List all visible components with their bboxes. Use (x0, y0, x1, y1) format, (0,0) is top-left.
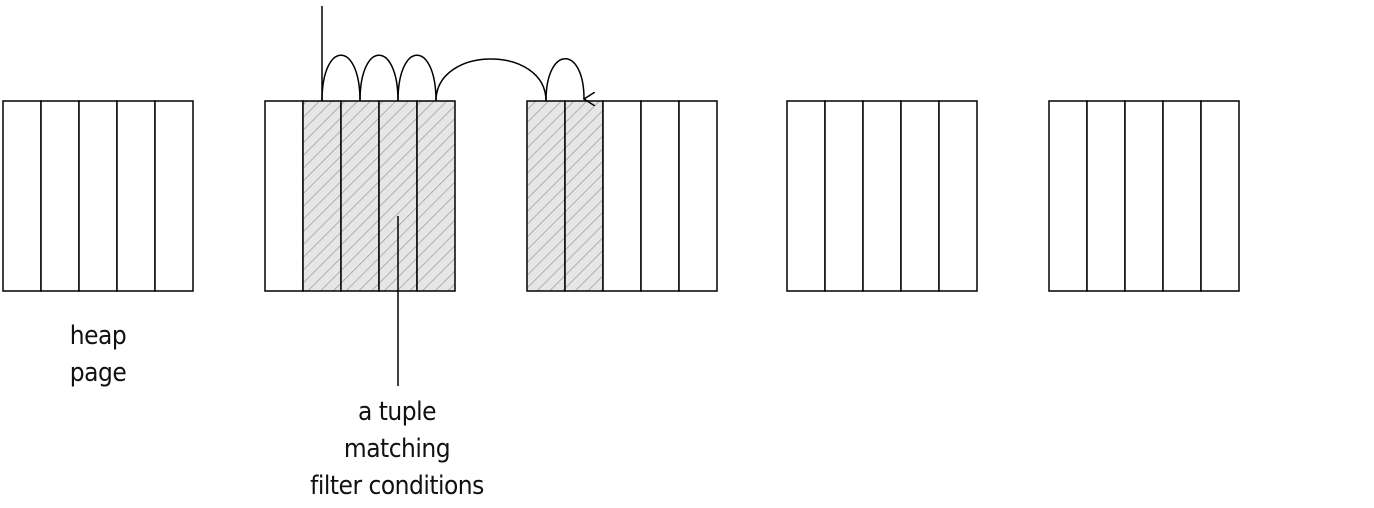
heap-page-label-line-1: heap (69, 321, 127, 351)
tuple-cell (1162, 100, 1202, 292)
tuple-cell (40, 100, 80, 292)
matching-tuple-cell (416, 100, 456, 292)
tuple-cell (824, 100, 864, 292)
tuple-cell (2, 100, 42, 292)
matching-tuple-label-line-2: matching (343, 434, 451, 464)
tuple-cell (602, 100, 642, 292)
tuple-cell (786, 100, 826, 292)
tuple-cell (640, 100, 680, 292)
heap-page-5 (1048, 100, 1240, 292)
heap-page-4 (786, 100, 978, 292)
scan-path (321, 54, 584, 102)
heap-page-3 (526, 100, 718, 292)
matching-tuple-cell (526, 100, 566, 292)
tuple-cell (678, 100, 718, 292)
tuple-cell (1048, 100, 1088, 292)
scan-arc-5 (545, 58, 584, 101)
tuple-cell (862, 100, 902, 292)
scan-arc-1 (321, 54, 361, 102)
matching-tuple-cell (302, 100, 342, 292)
tuple-cell (938, 100, 978, 292)
tuple-cell (154, 100, 194, 292)
matching-tuple-label: a tuple matching filter conditions (287, 394, 507, 505)
scan-arc-3 (397, 54, 437, 102)
heap-page-label-line-2: page (69, 358, 127, 388)
tuple-cell (900, 100, 940, 292)
tuple-cell (78, 100, 118, 292)
scan-arc-2 (359, 54, 399, 102)
matching-tuple-label-line-1: a tuple (357, 397, 437, 427)
tuple-cell (1086, 100, 1126, 292)
heap-page-1 (2, 100, 194, 292)
heap-page-label: heap page (28, 318, 168, 392)
matching-tuple-cell (340, 100, 380, 292)
scan-arc-4 (435, 58, 547, 102)
tuple-cell (1200, 100, 1240, 292)
matching-tuple-cell (564, 100, 604, 292)
tuple-cell (1124, 100, 1164, 292)
tuple-cell (264, 100, 304, 292)
heap-page-2 (264, 100, 456, 292)
tuple-cell (116, 100, 156, 292)
matching-tuple-label-line-3: filter conditions (310, 471, 484, 501)
heap-pages (2, 100, 1240, 292)
